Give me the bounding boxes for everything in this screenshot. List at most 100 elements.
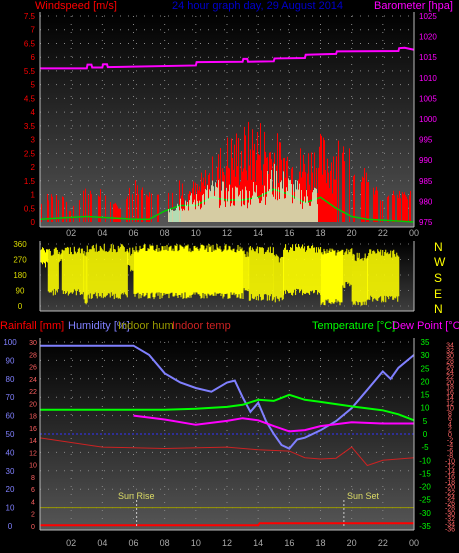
barometer-tick-label: 1005 bbox=[419, 94, 437, 103]
rain-tick-label: 12 bbox=[29, 450, 37, 457]
hour-tick-label-bottom: 04 bbox=[97, 538, 107, 548]
rain-tick-label: 20 bbox=[29, 401, 37, 408]
temperature-line bbox=[40, 393, 415, 422]
wind-tick-label: 7.5 bbox=[24, 12, 36, 21]
rain-tick-label: 28 bbox=[29, 352, 37, 359]
dew-tick-label: -16 bbox=[445, 474, 455, 481]
dew-tick-label: -6 bbox=[447, 448, 453, 455]
temp-tick-label: 30 bbox=[421, 351, 430, 360]
indoor-temp-legend: Indoor temp bbox=[172, 320, 231, 332]
hour-tick-label-top: 10 bbox=[191, 228, 201, 238]
dew-tick-label: -36 bbox=[445, 527, 455, 534]
humidity-tick-label: 50 bbox=[6, 430, 15, 439]
humidity-tick-label: 100 bbox=[3, 338, 17, 347]
barometer-tick-label: 1025 bbox=[419, 12, 437, 21]
wind-tick-label: 2.5 bbox=[24, 149, 36, 158]
wind-tick-label: 4.5 bbox=[24, 94, 36, 103]
compass-w: W bbox=[434, 255, 446, 269]
temp-tick-label: -25 bbox=[419, 496, 431, 505]
hour-tick-label-bottom: 02 bbox=[66, 538, 76, 548]
direction-tick-label: 270 bbox=[13, 256, 27, 265]
temp-tick-label: 0 bbox=[423, 430, 428, 439]
dew-tick-label: 4 bbox=[448, 421, 452, 428]
hour-tick-label-bottom: 16 bbox=[284, 538, 294, 548]
hour-tick-label-top: 14 bbox=[253, 228, 263, 238]
sunrise-label: Sun Rise bbox=[118, 491, 155, 501]
humidity-legend: Humidity [%] bbox=[68, 320, 130, 332]
barometer-tick-label: 985 bbox=[419, 177, 433, 186]
hour-tick-label-top: 02 bbox=[66, 228, 76, 238]
barometer-line bbox=[40, 46, 415, 70]
dew-tick-label: -28 bbox=[445, 506, 455, 513]
wind-tick-label: 1.5 bbox=[24, 177, 36, 186]
hour-tick-label-top: 08 bbox=[160, 228, 170, 238]
dew-tick-label: 28 bbox=[446, 358, 454, 365]
temp-tick-label: -15 bbox=[419, 469, 431, 478]
rain-tick-label: 8 bbox=[31, 475, 35, 482]
humidity-line bbox=[40, 344, 415, 450]
chart-title: 24 hour graph day, 29 August 2014 bbox=[172, 0, 344, 12]
rain-tick-label: 4 bbox=[31, 499, 35, 506]
rain-tick-label: 0 bbox=[31, 524, 35, 531]
indoor-hum-legend: Indoor hum bbox=[118, 320, 174, 332]
dew-tick-label: 30 bbox=[446, 353, 454, 360]
hour-tick-label-top: 22 bbox=[378, 228, 388, 238]
dew-tick-label: -10 bbox=[445, 458, 455, 465]
hour-tick-label-bottom: 06 bbox=[128, 538, 138, 548]
wind-tick-label: 6 bbox=[31, 53, 36, 62]
rain-tick-label: 30 bbox=[29, 340, 37, 347]
compass-n-bottom: N bbox=[434, 302, 443, 316]
rain-tick-label: 10 bbox=[29, 463, 37, 470]
dew-tick-label: 8 bbox=[448, 411, 452, 418]
wind-tick-label: 7 bbox=[31, 26, 36, 35]
dew-tick-label: -18 bbox=[445, 479, 455, 486]
temp-tick-label: -30 bbox=[419, 509, 431, 518]
wind-tick-label: 5.5 bbox=[24, 67, 36, 76]
dew-tick-label: -30 bbox=[445, 511, 455, 518]
dew-tick-label: 2 bbox=[448, 427, 452, 434]
dew-tick-label: -24 bbox=[445, 495, 455, 502]
dew-tick-label: 32 bbox=[446, 348, 454, 355]
hour-tick-label-top: 12 bbox=[222, 228, 232, 238]
compass-s: S bbox=[434, 271, 443, 285]
temp-tick-label: 35 bbox=[421, 338, 430, 347]
dew-tick-label: 22 bbox=[446, 374, 454, 381]
sunset-label: Sun Set bbox=[347, 491, 380, 501]
dew-tick-label: -14 bbox=[445, 469, 455, 476]
dew-tick-label: -20 bbox=[445, 485, 455, 492]
rain-tick-label: 2 bbox=[31, 512, 35, 519]
dew-tick-label: 24 bbox=[446, 369, 454, 376]
humidity-tick-label: 20 bbox=[6, 485, 15, 494]
dew-tick-label: -12 bbox=[445, 464, 455, 471]
compass-n-top: N bbox=[434, 240, 443, 254]
barometer-tick-label: 990 bbox=[419, 156, 433, 165]
dew-tick-label: 6 bbox=[448, 416, 452, 423]
wind-tick-label: 0.5 bbox=[24, 204, 36, 213]
humidity-tick-label: 40 bbox=[6, 448, 15, 457]
rain-tick-label: 24 bbox=[29, 377, 37, 384]
dew-tick-label: -34 bbox=[445, 521, 455, 528]
hour-tick-label-top: 16 bbox=[284, 228, 294, 238]
dew-tick-label: 14 bbox=[446, 395, 454, 402]
dew-tick-label: -2 bbox=[447, 437, 453, 444]
barometer-tick-label: 975 bbox=[419, 218, 433, 227]
wind-tick-label: 6.5 bbox=[24, 39, 36, 48]
hour-tick-label-bottom: 22 bbox=[378, 538, 388, 548]
direction-tick-label: 360 bbox=[13, 240, 27, 249]
hour-tick-label-bottom: 18 bbox=[315, 538, 325, 548]
humidity-tick-label: 80 bbox=[6, 375, 15, 384]
wind-tick-label: 0 bbox=[31, 218, 36, 227]
rain-tick-label: 22 bbox=[29, 389, 37, 396]
rain-tick-label: 14 bbox=[29, 438, 37, 445]
barometer-tick-label: 1020 bbox=[419, 33, 437, 42]
hour-tick-label-bottom: 10 bbox=[191, 538, 201, 548]
wind-tick-label: 2 bbox=[31, 163, 36, 172]
barometer-tick-label: 980 bbox=[419, 197, 433, 206]
direction-tick-label: 180 bbox=[13, 271, 27, 280]
humidity-tick-label: 30 bbox=[6, 467, 15, 476]
humidity-tick-label: 60 bbox=[6, 412, 15, 421]
hour-tick-label-bottom: 20 bbox=[347, 538, 357, 548]
rain-tick-label: 16 bbox=[29, 426, 37, 433]
wind-axis-title: Windspeed [m/s] bbox=[35, 0, 117, 12]
